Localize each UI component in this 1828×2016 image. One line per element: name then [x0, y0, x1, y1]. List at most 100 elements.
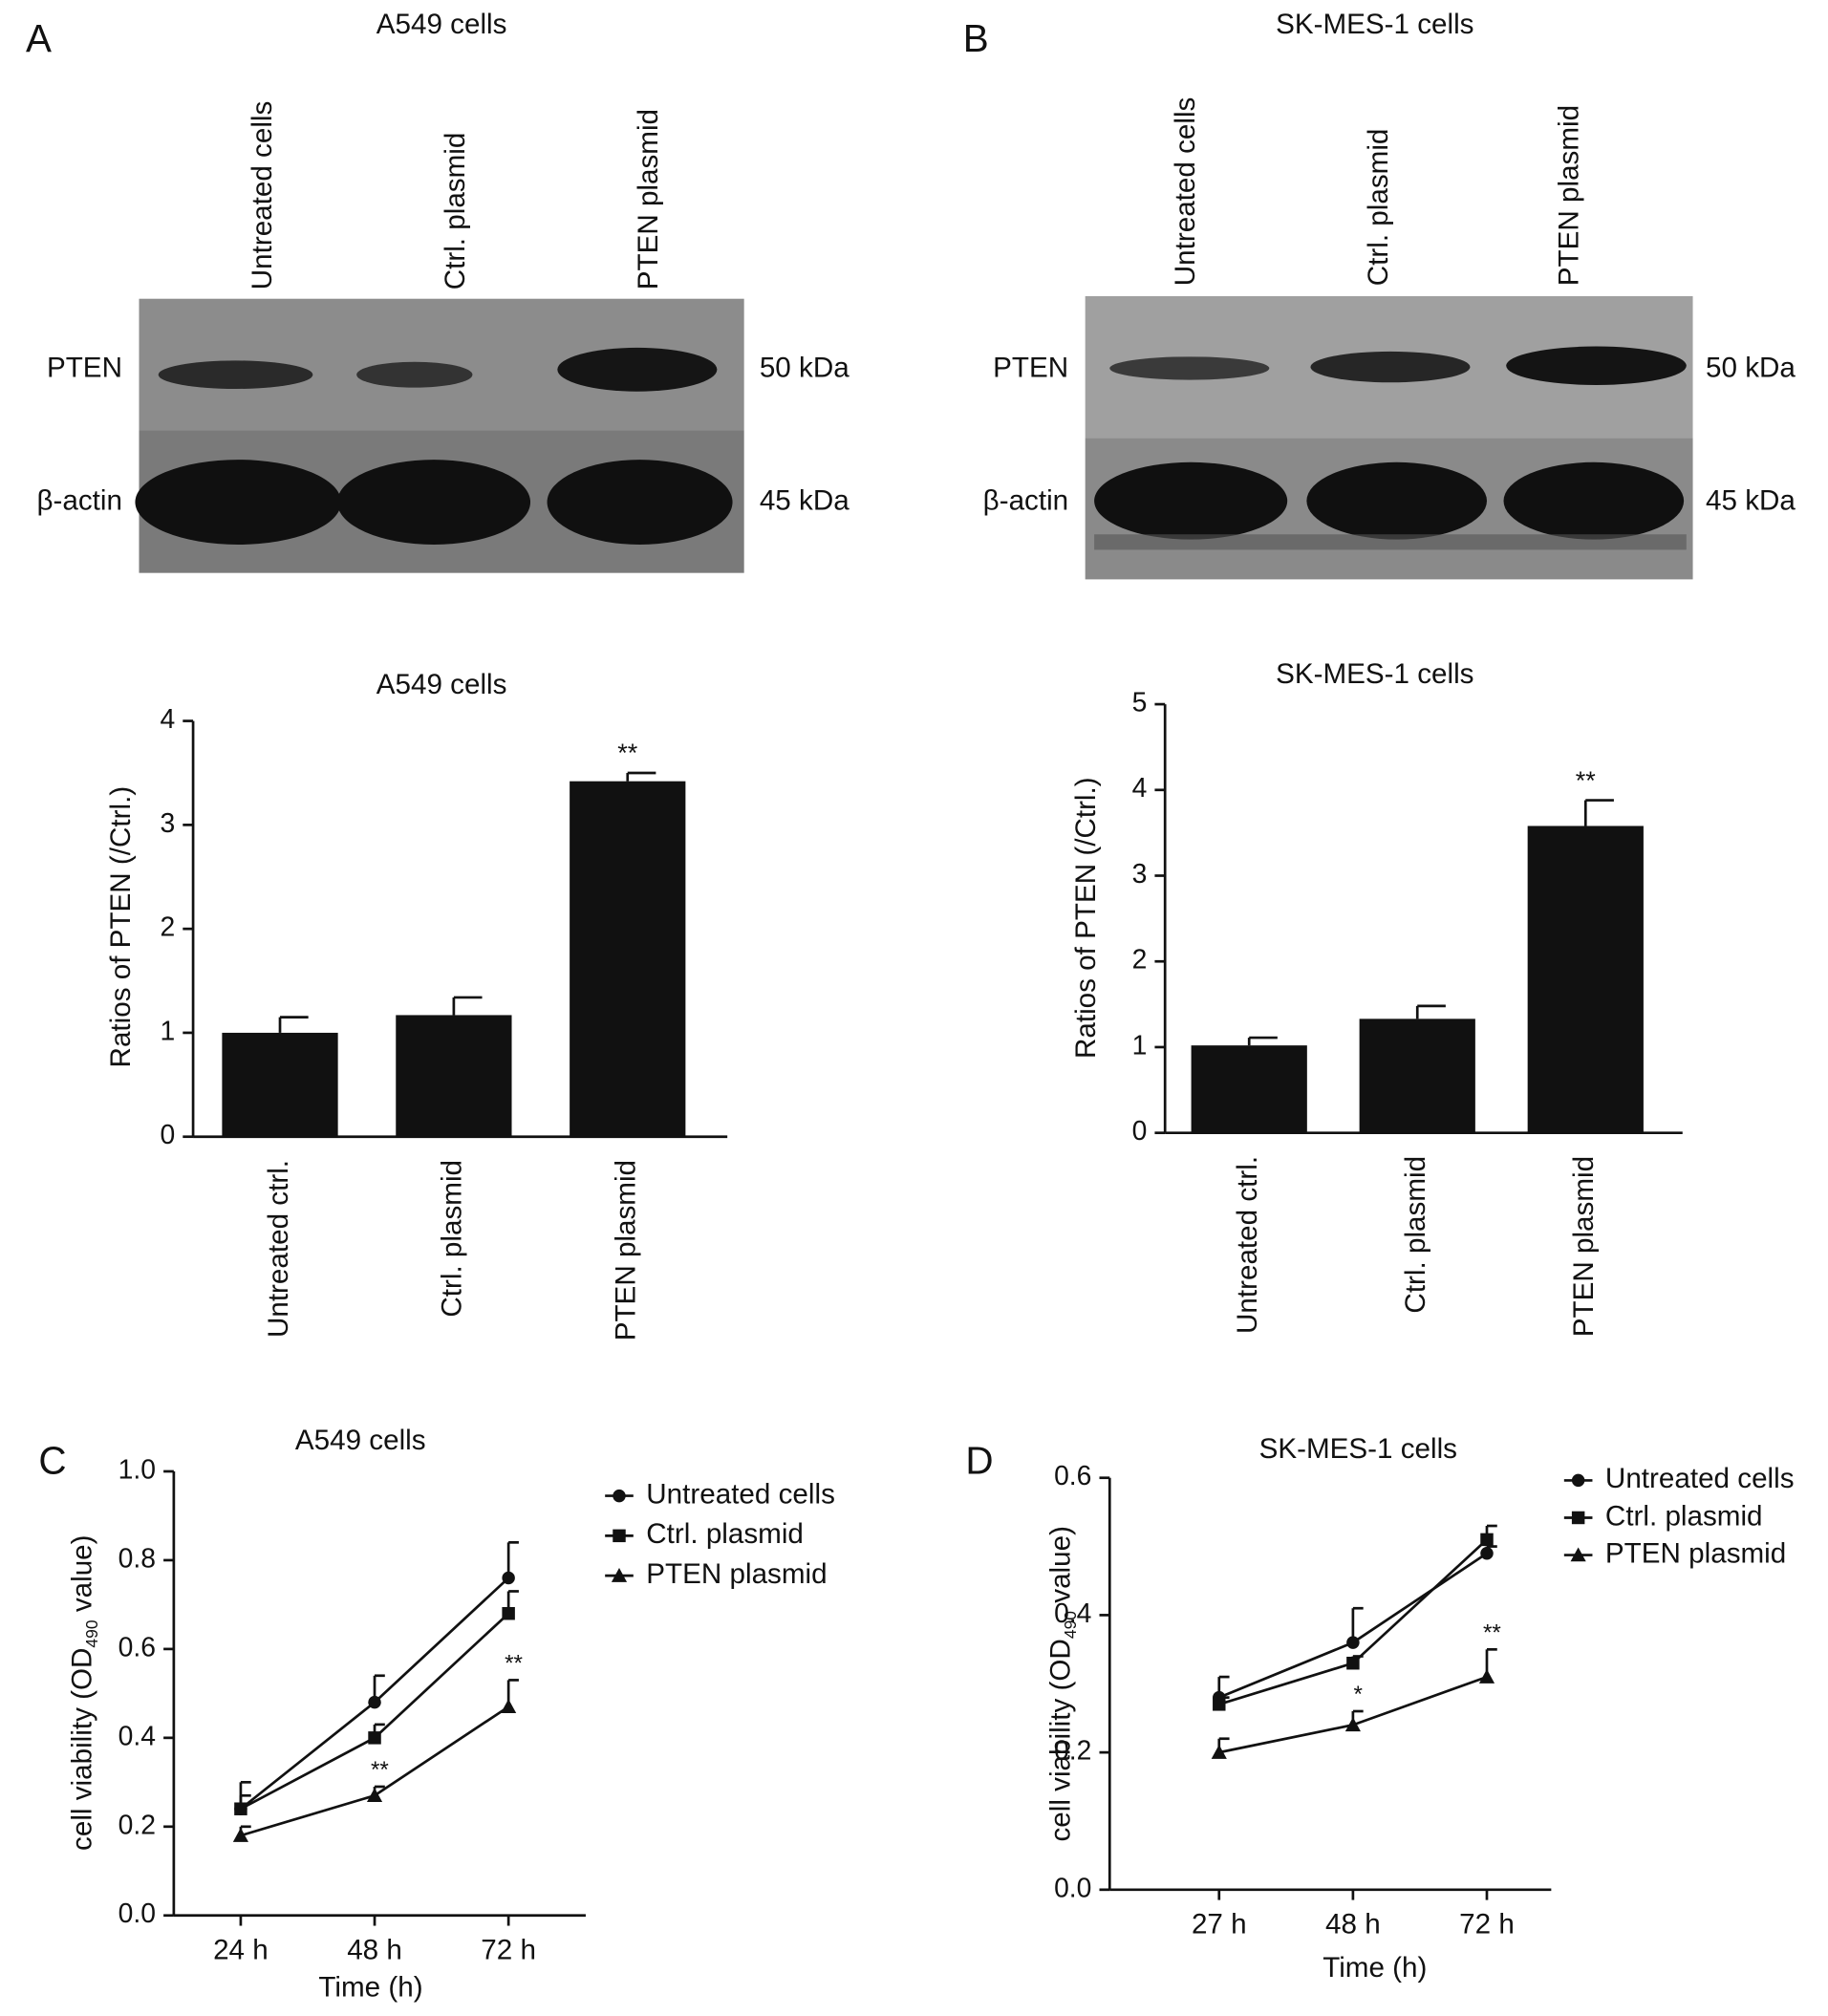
- y-axis-label: Ratios of PTEN (/Ctrl.): [1070, 777, 1102, 1059]
- y-tick-label: 2: [160, 911, 175, 942]
- x-axis-label: Time (h): [318, 1971, 422, 2003]
- y-tick-label: 0.8: [118, 1542, 156, 1573]
- lane-label: PTEN plasmid: [1553, 105, 1584, 286]
- y-tick-label: 4: [1132, 772, 1148, 803]
- x-tick-label: 48 h: [1325, 1908, 1381, 1940]
- y-tick-label: 0.2: [118, 1809, 156, 1839]
- significance: **: [1576, 766, 1596, 795]
- y-tick-label: 0: [1132, 1115, 1148, 1146]
- panel-label: A: [26, 16, 52, 60]
- significance: *: [1354, 1682, 1364, 1707]
- data-point: [368, 1695, 381, 1709]
- legend-label: PTEN plasmid: [1605, 1537, 1786, 1569]
- bar: [1359, 1019, 1475, 1133]
- x-tick-label: Untreated ctrl.: [1232, 1156, 1263, 1334]
- chart-title: A549 cells: [295, 1425, 426, 1456]
- x-tick-label: 72 h: [481, 1934, 536, 1965]
- data-point: [1344, 1717, 1361, 1732]
- row-label: PTEN: [47, 353, 122, 384]
- significance: **: [371, 1757, 389, 1783]
- y-tick-label: 0.6: [118, 1631, 156, 1662]
- chart-title: SK-MES-1 cells: [1276, 658, 1473, 690]
- x-tick-label: 27 h: [1192, 1908, 1247, 1940]
- row-label: β-actin: [983, 484, 1068, 516]
- legend-marker: [1571, 1511, 1585, 1525]
- y-tick-label: 0.6: [1054, 1460, 1091, 1491]
- data-point: [232, 1828, 249, 1842]
- legend-marker: [611, 1568, 628, 1582]
- y-axis-label-end: value): [1044, 1526, 1076, 1611]
- data-point: [1478, 1669, 1495, 1684]
- y-tick-label: 2: [1132, 944, 1148, 975]
- y-tick-label: 0.4: [118, 1720, 156, 1750]
- blot-title: SK-MES-1 cells: [1276, 9, 1473, 40]
- y-axis-label-sub: 490: [1060, 1611, 1079, 1639]
- chart-title: SK-MES-1 cells: [1259, 1433, 1457, 1465]
- lane-label: Untreated cells: [247, 101, 278, 290]
- bar: [1191, 1045, 1307, 1133]
- data-point: [502, 1606, 515, 1620]
- x-tick-label: 72 h: [1459, 1908, 1515, 1940]
- lane-label: PTEN plasmid: [633, 109, 664, 290]
- y-axis-label: cell viability (OD490 value): [1044, 1526, 1079, 1841]
- x-axis-label: Time (h): [1323, 1952, 1427, 1984]
- blot-title: A549 cells: [376, 9, 507, 40]
- x-tick-label: PTEN plasmid: [1568, 1156, 1600, 1337]
- blot-a-image: [135, 298, 744, 573]
- bar: [222, 1032, 338, 1137]
- y-axis-label: Ratios of PTEN (/Ctrl.): [105, 786, 137, 1068]
- x-tick-label: 48 h: [347, 1934, 402, 1965]
- data-point: [1346, 1636, 1360, 1649]
- y-tick-label: 0.0: [1054, 1872, 1091, 1902]
- legend-marker: [613, 1529, 626, 1543]
- row-size: 50 kDa: [760, 353, 849, 384]
- y-axis-label-text: cell viability (OD: [1044, 1639, 1076, 1841]
- x-tick-label: Ctrl. plasmid: [437, 1160, 468, 1318]
- data-point: [366, 1788, 383, 1803]
- row-size: 50 kDa: [1706, 353, 1796, 384]
- data-point: [368, 1731, 381, 1745]
- y-tick-label: 0.0: [118, 1898, 156, 1928]
- data-point: [1480, 1533, 1494, 1547]
- data-point: [234, 1802, 247, 1815]
- y-tick-label: 0: [160, 1119, 175, 1149]
- lane-label: Ctrl. plasmid: [1363, 129, 1394, 287]
- legend-marker: [1570, 1547, 1586, 1562]
- x-tick-label: 24 h: [213, 1934, 269, 1965]
- legend-label: Ctrl. plasmid: [1605, 1500, 1763, 1532]
- data-point: [1213, 1698, 1226, 1711]
- bar: [396, 1015, 512, 1137]
- lane-label: Ctrl. plasmid: [440, 133, 471, 290]
- significance: **: [505, 1651, 523, 1677]
- bar: [570, 781, 686, 1137]
- data-point: [501, 1699, 517, 1714]
- row-label: β-actin: [36, 484, 121, 516]
- y-tick-label: 4: [160, 703, 175, 734]
- legend-label: PTEN plasmid: [646, 1558, 827, 1590]
- y-axis-label-end: value): [66, 1534, 97, 1619]
- y-tick-label: 1.0: [118, 1453, 156, 1484]
- chart-title: A549 cells: [376, 669, 507, 700]
- y-axis-label-text: cell viability (OD: [66, 1648, 97, 1851]
- x-tick-label: PTEN plasmid: [611, 1160, 642, 1340]
- legend-marker: [613, 1489, 626, 1503]
- panel-label: C: [38, 1439, 66, 1483]
- legend-label: Untreated cells: [1605, 1463, 1795, 1494]
- x-tick-label: Untreated ctrl.: [263, 1160, 294, 1338]
- legend-marker: [1571, 1473, 1585, 1488]
- row-size: 45 kDa: [1706, 484, 1796, 516]
- x-tick-label: Ctrl. plasmid: [1400, 1156, 1431, 1314]
- y-tick-label: 0.4: [1054, 1598, 1091, 1628]
- blot-b-image: [1085, 296, 1693, 580]
- y-axis-label-sub: 490: [82, 1619, 101, 1647]
- data-point: [1480, 1547, 1494, 1560]
- y-tick-label: 5: [1132, 687, 1148, 718]
- y-tick-label: 3: [160, 807, 175, 838]
- data-point: [1211, 1745, 1227, 1759]
- significance: **: [1483, 1620, 1501, 1646]
- legend-label: Ctrl. plasmid: [646, 1518, 804, 1550]
- data-point: [1346, 1656, 1360, 1670]
- significance: **: [617, 739, 637, 767]
